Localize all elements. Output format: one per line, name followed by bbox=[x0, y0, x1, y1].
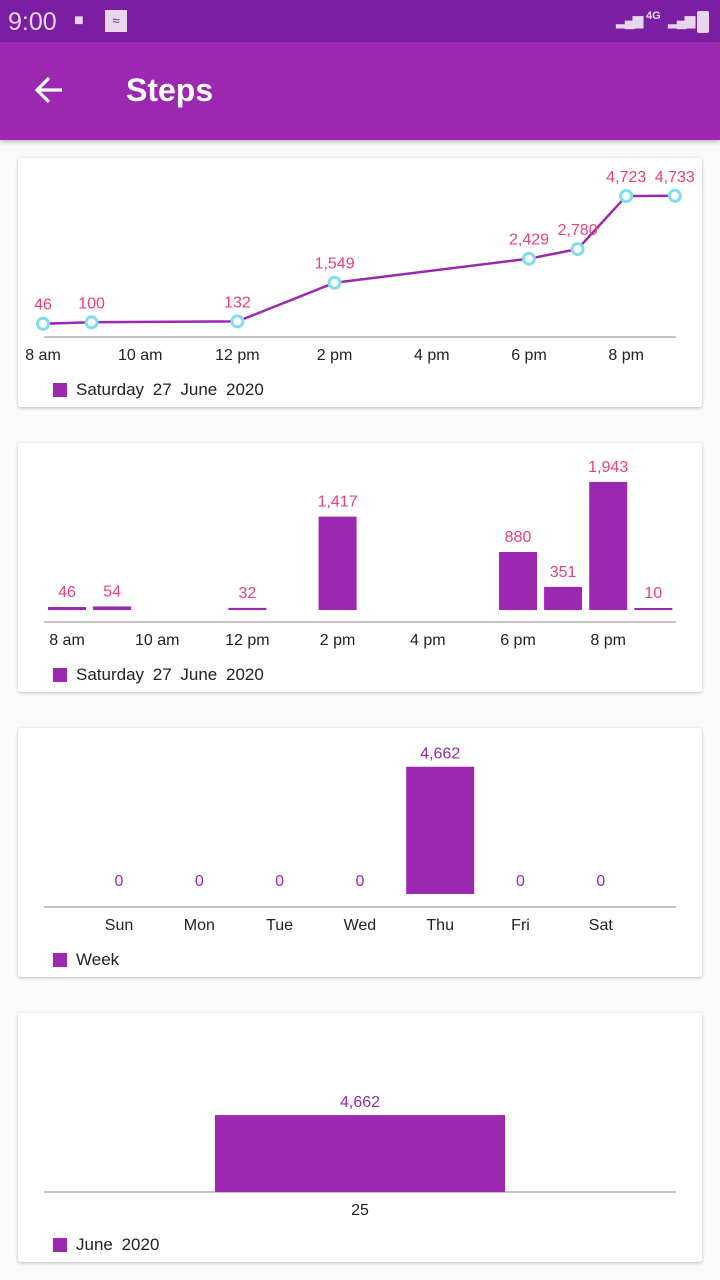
data-label: 351 bbox=[550, 564, 577, 581]
legend-label: Saturday 27 June 2020 bbox=[76, 380, 264, 399]
data-label: 32 bbox=[239, 585, 257, 602]
status-time: 9:00 bbox=[8, 8, 57, 36]
x-tick-label: 12 pm bbox=[225, 632, 269, 649]
data-label: 132 bbox=[224, 294, 251, 311]
x-tick-label: 8 pm bbox=[608, 347, 644, 364]
data-label: 2,780 bbox=[558, 222, 598, 239]
month-chart-card: 4,662 25 June 2020 bbox=[18, 1013, 702, 1262]
bar-chart: 0 Sun 0 Mon 0 Tue 0 Wed 4,662 Thu 0 Fri 0 Sat bbox=[44, 746, 676, 934]
chart-legend: Saturday 27 June 2020 bbox=[53, 380, 264, 400]
x-tick-label: 6 pm bbox=[500, 632, 536, 649]
x-tick-label: 25 bbox=[351, 1202, 369, 1219]
legend-swatch bbox=[53, 668, 67, 682]
x-tick-label: 4 pm bbox=[410, 632, 446, 649]
data-point bbox=[327, 275, 342, 290]
bar bbox=[634, 608, 673, 610]
series-line bbox=[42, 194, 675, 325]
data-point bbox=[230, 314, 245, 329]
app-bar: Steps bbox=[0, 42, 720, 140]
4g-icon: 4G bbox=[646, 10, 661, 22]
wifi-icon: ≈ bbox=[105, 10, 127, 32]
hourly-cumulative-chart-card: 8 am 10 am 12 pm 2 pm 4 pm 6 pm 8 pm 46 100 132 1,… bbox=[18, 158, 702, 407]
chart-legend: Saturday 27 June 2020 bbox=[53, 665, 264, 685]
x-tick-label: 8 am bbox=[49, 632, 85, 649]
battery-charging-icon bbox=[697, 11, 709, 33]
chart-legend: Week bbox=[53, 950, 119, 970]
x-tick-label: Mon bbox=[184, 917, 215, 934]
bar bbox=[318, 516, 357, 610]
data-label: 1,417 bbox=[318, 494, 358, 511]
bar bbox=[589, 481, 628, 610]
data-label: 4,662 bbox=[340, 1094, 380, 1111]
bar bbox=[499, 552, 537, 610]
x-tick-label: Tue bbox=[266, 917, 293, 934]
legend-label: Saturday 27 June 2020 bbox=[76, 665, 264, 684]
data-label: 2,429 bbox=[509, 232, 549, 249]
legend-label: June 2020 bbox=[76, 1235, 160, 1254]
back-button[interactable] bbox=[32, 70, 68, 110]
data-point bbox=[84, 315, 99, 330]
data-label: 1,549 bbox=[315, 256, 355, 273]
data-label: 0 bbox=[115, 873, 124, 890]
data-label: 46 bbox=[58, 584, 76, 601]
x-tick-label: 10 am bbox=[118, 347, 162, 364]
data-label: 100 bbox=[78, 295, 105, 312]
bar bbox=[93, 606, 132, 610]
legend-label: Week bbox=[76, 950, 120, 969]
data-label: 4,733 bbox=[655, 169, 695, 186]
x-tick-label: 6 pm bbox=[511, 347, 547, 364]
x-tick-label: Fri bbox=[511, 917, 530, 934]
x-tick-label: Wed bbox=[344, 917, 377, 934]
data-label: 0 bbox=[516, 873, 525, 890]
signal-icon: ▂▄▆ bbox=[616, 12, 643, 28]
bar bbox=[48, 606, 86, 610]
x-tick-label: Thu bbox=[426, 917, 454, 934]
data-label: 4,723 bbox=[606, 169, 646, 186]
arrow-left-icon bbox=[34, 76, 62, 104]
x-tick-label: 12 pm bbox=[215, 347, 259, 364]
data-point bbox=[667, 188, 682, 203]
page-title: Steps bbox=[126, 72, 214, 108]
x-tick-label: Sat bbox=[589, 917, 614, 934]
data-label: 10 bbox=[644, 585, 662, 602]
status-bar: 9:00 ■ ≈ ▂▄▆ 4G ▂▄▆ bbox=[0, 0, 720, 42]
bar bbox=[406, 766, 475, 894]
x-tick-label: Sun bbox=[105, 917, 133, 934]
data-label: 0 bbox=[355, 873, 364, 890]
week-chart-card: 0 Sun 0 Mon 0 Tue 0 Wed 4,662 Thu 0 Fri 0 Sat Week bbox=[18, 728, 702, 977]
x-tick-label: 2 pm bbox=[320, 632, 356, 649]
bar bbox=[544, 586, 583, 610]
x-tick-label: 8 pm bbox=[590, 632, 626, 649]
data-label: 1,943 bbox=[588, 459, 628, 476]
data-point bbox=[619, 189, 634, 204]
data-point bbox=[522, 251, 536, 266]
chart-legend: June 2020 bbox=[53, 1235, 159, 1255]
legend-swatch bbox=[53, 1238, 67, 1252]
signal-icon: ▂▄▆ bbox=[668, 12, 695, 28]
x-tick-label: 10 am bbox=[135, 632, 179, 649]
bar bbox=[228, 607, 267, 610]
x-tick-label: 4 pm bbox=[414, 347, 450, 364]
data-point bbox=[570, 242, 585, 257]
data-label: 0 bbox=[195, 873, 204, 890]
data-label: 54 bbox=[103, 583, 121, 600]
shopping-bag-icon: ■ bbox=[74, 12, 84, 29]
hourly-bar-chart-card: 8 am 10 am 12 pm 2 pm 4 pm 6 pm 8 pm 46 54 32 1,41… bbox=[18, 443, 702, 692]
data-label: 0 bbox=[275, 873, 284, 890]
data-label: 880 bbox=[505, 529, 532, 546]
bar-chart: 8 am 10 am 12 pm 2 pm 4 pm 6 pm 8 pm 46 54 32 1,41… bbox=[44, 459, 676, 649]
bar bbox=[215, 1115, 505, 1192]
data-point bbox=[36, 316, 50, 331]
data-label: 46 bbox=[34, 297, 52, 314]
data-label: 0 bbox=[596, 873, 605, 890]
line-chart: 8 am 10 am 12 pm 2 pm 4 pm 6 pm 8 pm 46 100 132 1,… bbox=[25, 169, 695, 364]
bar-chart: 4,662 25 bbox=[44, 1094, 676, 1219]
x-tick-label: 2 pm bbox=[317, 347, 353, 364]
legend-swatch bbox=[53, 953, 67, 967]
data-label: 4,662 bbox=[420, 746, 460, 763]
legend-swatch bbox=[53, 383, 67, 397]
x-tick-label: 8 am bbox=[25, 347, 61, 364]
